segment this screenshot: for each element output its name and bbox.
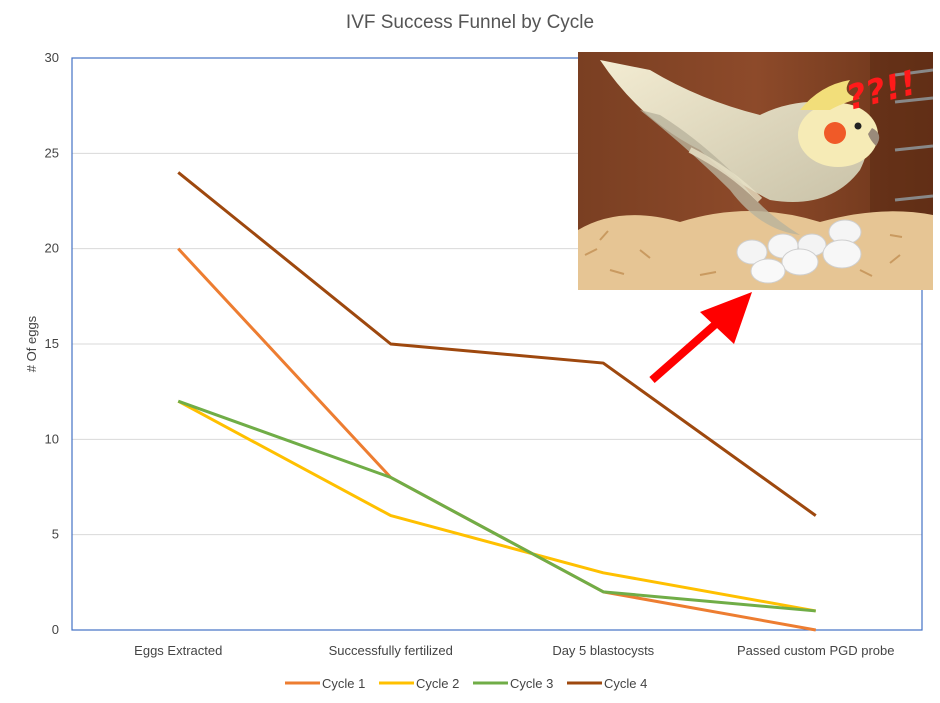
x-tick-label: Day 5 blastocysts bbox=[552, 643, 654, 658]
y-axis-label: # Of eggs bbox=[24, 315, 39, 372]
series-lines bbox=[177, 171, 817, 632]
cockatiel-photo: ??!! bbox=[578, 52, 933, 290]
y-tick-label: 0 bbox=[52, 622, 59, 637]
legend-entry: Cycle 2 bbox=[416, 676, 459, 691]
y-tick-label: 20 bbox=[45, 241, 59, 256]
x-tick-labels: Eggs Extracted Successfully fertilized Day… bbox=[134, 643, 894, 658]
legend-entry: Cycle 3 bbox=[510, 676, 553, 691]
egg bbox=[736, 239, 768, 265]
red-arrow-icon bbox=[649, 292, 752, 384]
chart-title: IVF Success Funnel by Cycle bbox=[346, 12, 594, 33]
y-tick-label: 10 bbox=[45, 431, 59, 446]
legend-entry: Cycle 4 bbox=[604, 676, 647, 691]
y-tick-label: 5 bbox=[52, 527, 59, 542]
y-tick-label: 25 bbox=[45, 145, 59, 160]
y-tick-label: 15 bbox=[45, 336, 59, 351]
legend-entry: Cycle 1 bbox=[322, 676, 365, 691]
series-line-cycle-4 bbox=[177, 171, 817, 517]
plot-area-border bbox=[71, 57, 923, 631]
x-tick-label: Passed custom PGD probe bbox=[737, 643, 895, 658]
egg bbox=[750, 258, 786, 284]
egg bbox=[822, 239, 862, 269]
series-line-cycle-2 bbox=[177, 399, 817, 613]
bird-body bbox=[600, 60, 868, 202]
x-tick-label: Successfully fertilized bbox=[329, 643, 453, 658]
bird-crest bbox=[800, 80, 860, 110]
series-line-cycle-3 bbox=[177, 399, 816, 613]
y-tick-label: 30 bbox=[45, 50, 59, 65]
x-tick-label: Eggs Extracted bbox=[134, 643, 222, 658]
egg bbox=[781, 248, 819, 276]
cheek-patch bbox=[824, 122, 846, 144]
legend: Cycle 1 Cycle 2 Cycle 3 Cycle 4 bbox=[285, 676, 647, 691]
y-tick-labels: 0 5 10 15 20 25 30 bbox=[45, 50, 59, 637]
